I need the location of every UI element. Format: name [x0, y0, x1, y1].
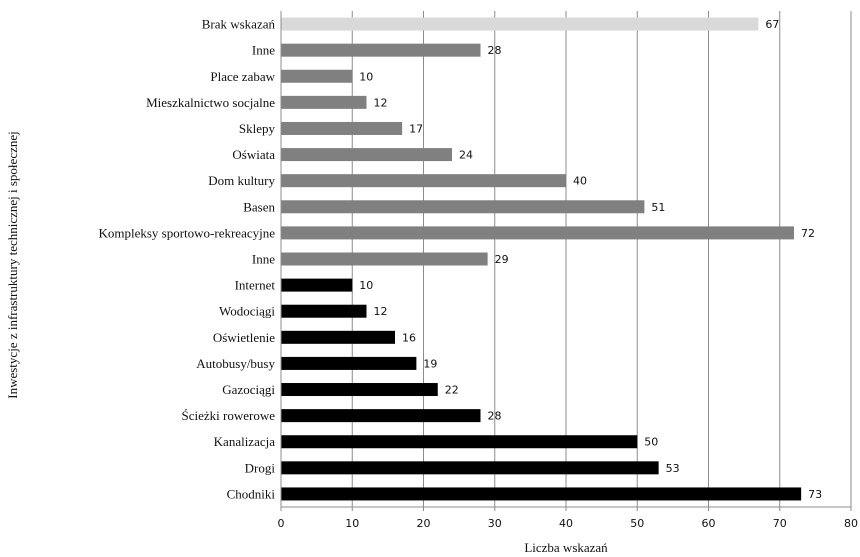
bar — [281, 43, 481, 57]
category-label: Oświata — [232, 147, 275, 162]
bar — [281, 304, 367, 318]
category-label: Brak wskazań — [202, 17, 276, 32]
bar — [281, 95, 367, 109]
bar — [281, 461, 659, 475]
bar — [281, 174, 566, 188]
gridlines — [351, 11, 852, 507]
bars — [281, 17, 802, 501]
data-label: 67 — [765, 18, 779, 31]
data-label: 22 — [445, 384, 459, 397]
category-label: Drogi — [245, 460, 276, 475]
category-label: Chodniki — [227, 486, 276, 501]
data-label: 16 — [402, 331, 416, 344]
x-tick-label: 50 — [630, 517, 644, 530]
bar — [281, 356, 417, 370]
category-label: Gazociągi — [222, 382, 275, 397]
data-label: 28 — [488, 44, 502, 57]
data-label: 73 — [808, 488, 822, 501]
data-label: 17 — [409, 122, 423, 135]
bar — [281, 330, 395, 344]
x-tick-label: 20 — [417, 517, 431, 530]
category-label: Autobusy/busy — [196, 356, 275, 371]
category-label: Sklepy — [239, 121, 276, 136]
category-label: Kanalizacja — [214, 434, 276, 449]
category-label: Wodociągi — [219, 304, 275, 319]
category-label: Kompleksy sportowo-rekreacyjne — [98, 225, 275, 240]
data-label: 50 — [644, 436, 658, 449]
data-label: 51 — [651, 201, 665, 214]
bar — [281, 252, 488, 266]
bar — [281, 200, 645, 214]
data-label: 72 — [801, 227, 815, 240]
bar — [281, 487, 802, 501]
x-tick-label: 70 — [773, 517, 787, 530]
category-labels: Brak wskazań Inne Place zabaw Mieszkalnictw… — [98, 17, 275, 502]
data-label: 40 — [573, 175, 587, 188]
category-label: Mieszkalnictwo socjalne — [146, 95, 275, 110]
bar — [281, 148, 452, 162]
data-label: 19 — [423, 357, 437, 370]
data-label: 12 — [374, 305, 388, 318]
data-label: 29 — [495, 253, 509, 266]
bar — [281, 69, 353, 83]
x-tick-label: 40 — [559, 517, 573, 530]
category-label: Inne — [252, 43, 275, 58]
category-label: Oświetlenie — [213, 330, 275, 345]
category-label: Basen — [243, 199, 275, 214]
x-tick-label: 0 — [278, 517, 285, 530]
data-label: 28 — [488, 410, 502, 423]
x-axis-title: Liczba wskazań — [524, 540, 608, 555]
bar — [281, 409, 481, 423]
data-label: 53 — [666, 462, 680, 475]
bar — [281, 226, 794, 240]
data-label: 10 — [359, 279, 373, 292]
x-tick-label: 60 — [702, 517, 716, 530]
x-tick-label: 30 — [488, 517, 502, 530]
x-tick-label: 80 — [844, 517, 858, 530]
x-tick-label: 10 — [345, 517, 359, 530]
bar — [281, 278, 353, 292]
bar — [281, 121, 403, 135]
category-label: Dom kultury — [208, 173, 275, 188]
bar — [281, 435, 638, 449]
bar — [281, 17, 759, 31]
y-axis-title: Inwestycje z infrastruktury technicznej … — [5, 131, 20, 398]
category-label: Ścieżki rowerowe — [182, 408, 276, 423]
data-label: 12 — [374, 96, 388, 109]
data-label: 10 — [359, 70, 373, 83]
category-label: Internet — [235, 278, 276, 293]
category-label: Inne — [252, 252, 275, 267]
bar — [281, 383, 438, 397]
category-label: Place zabaw — [210, 69, 275, 84]
x-axis-ticks: 0 10 20 30 40 50 60 70 80 — [278, 507, 858, 530]
data-label: 24 — [459, 149, 473, 162]
